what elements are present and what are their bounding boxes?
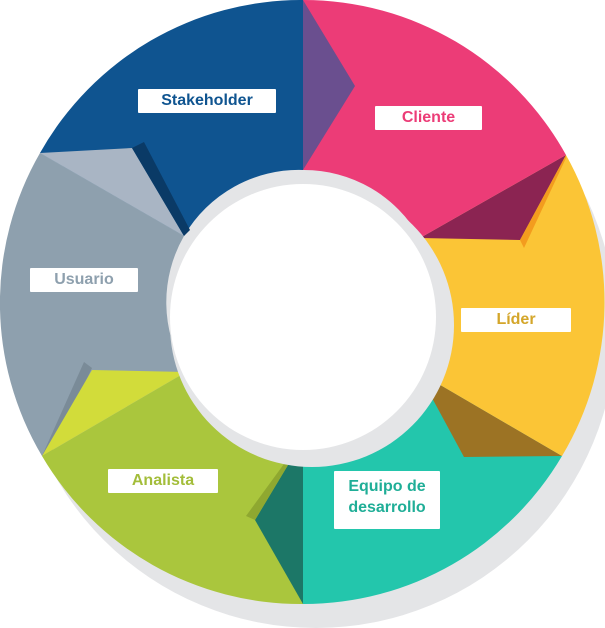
label-equipo-de-desarrollo: Equipo de desarrollo (334, 471, 440, 529)
label-stakeholder: Stakeholder (138, 89, 276, 113)
label-lider: Líder (461, 308, 571, 332)
hub (170, 184, 436, 450)
segment-lider-fold (520, 155, 566, 248)
segment-stakeholder-fold (132, 142, 190, 236)
segment-usuario-fold (42, 362, 92, 456)
label-analista: Analista (108, 469, 218, 493)
segment-equipo-accent (418, 372, 562, 457)
segment-analista-accent (42, 370, 186, 456)
label-cliente: Cliente (375, 106, 482, 130)
segment-stakeholder-accent (40, 148, 184, 236)
segment-cliente-accent (303, 0, 355, 170)
segment-analista-fold (255, 440, 303, 604)
segment-lider-accent (420, 155, 566, 240)
label-usuario: Usuario (30, 268, 138, 292)
